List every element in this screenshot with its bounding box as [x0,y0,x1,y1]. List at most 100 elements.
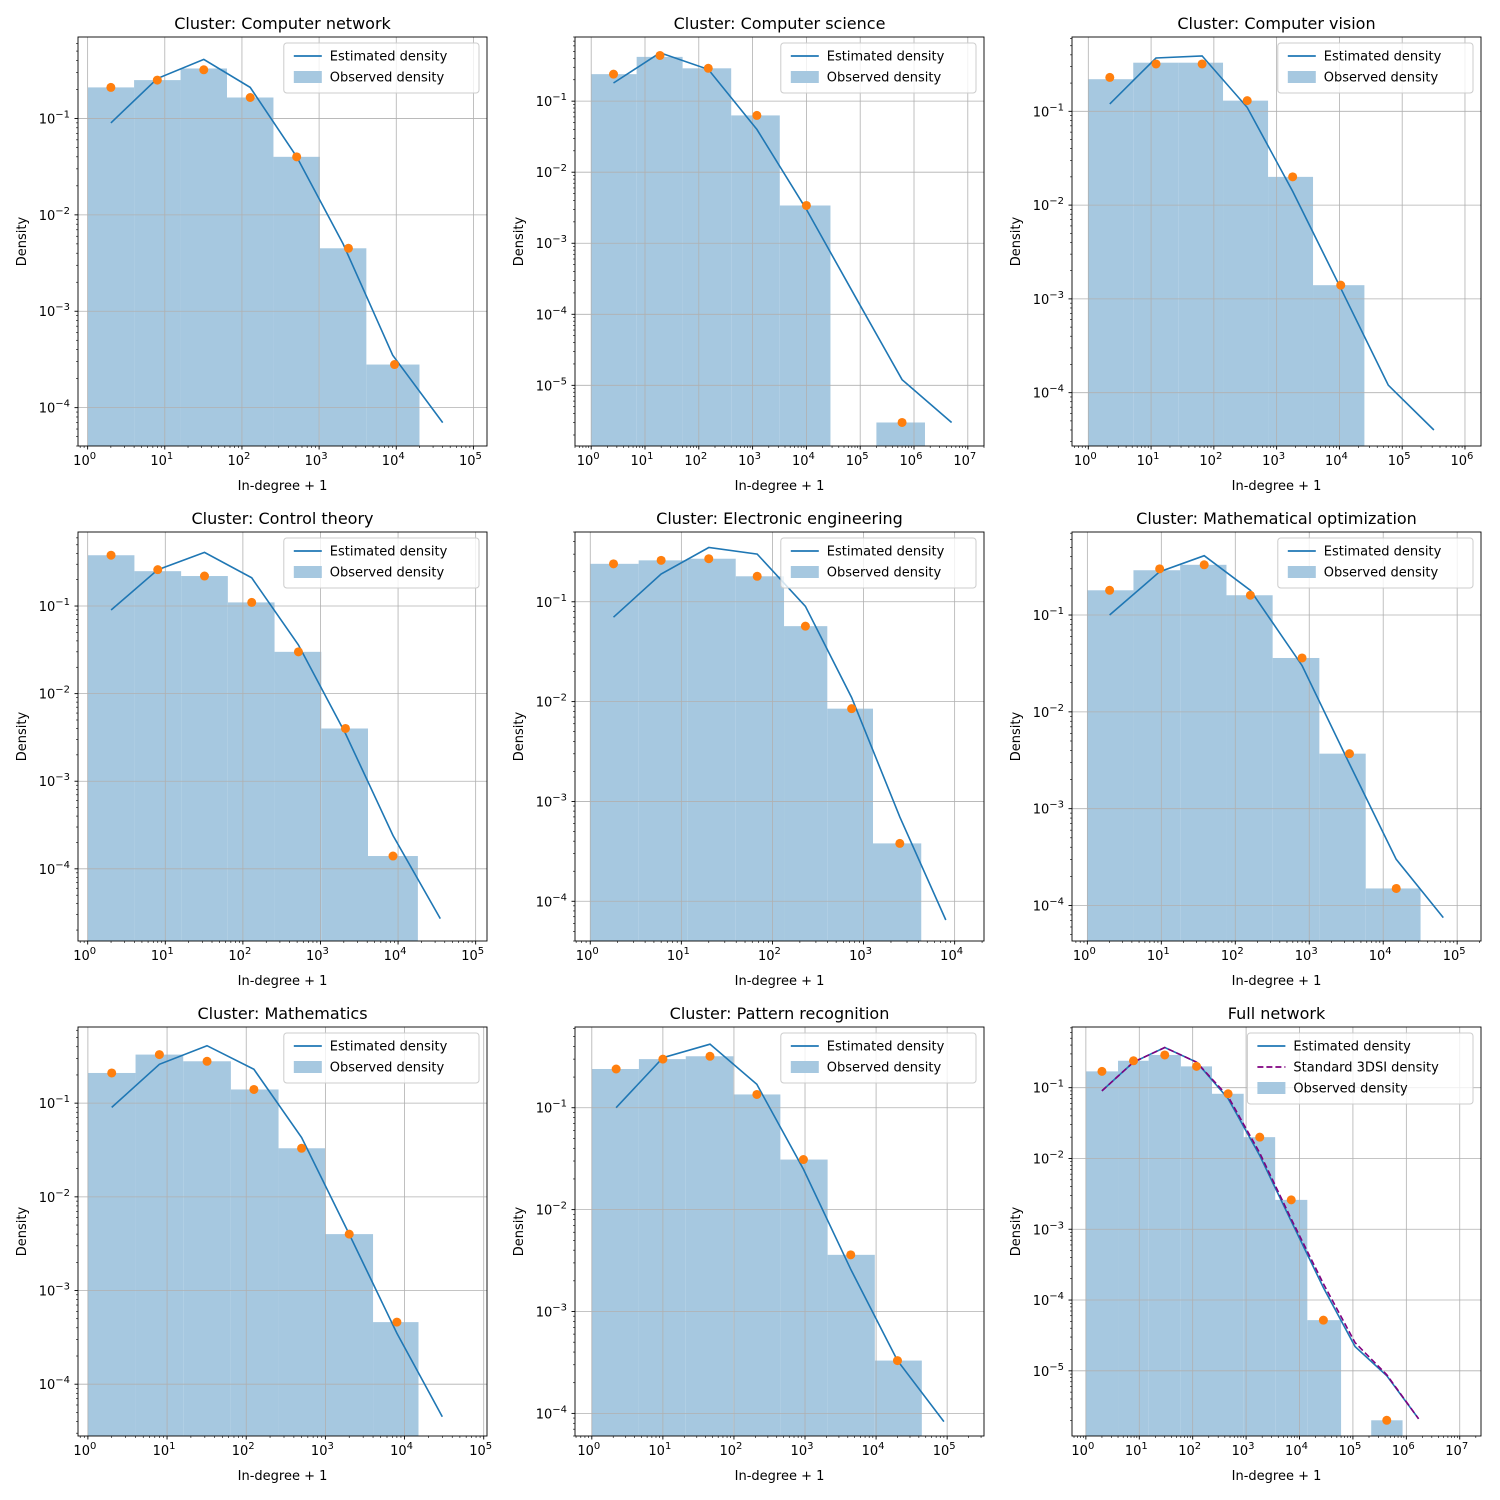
histogram-bar [321,728,368,941]
legend: Estimated density Observed density [1277,537,1474,589]
observed-point [658,1054,668,1064]
x-axis-label: In-degree + 1 [735,1469,825,1484]
observed-point [1223,1089,1233,1099]
legend: Estimated density Observed density [283,537,480,589]
histogram-bar [1085,1071,1119,1436]
x-axis-label: In-degree + 1 [735,479,825,494]
legend-label: Observed density [330,566,445,581]
histogram-bar [1088,79,1134,446]
legend-label: Estimated density [827,1040,945,1055]
histogram-bar [873,843,922,941]
y-axis-label: Density [15,711,30,761]
histogram-bar [134,571,182,941]
axes-frame [1071,531,1482,942]
observed-point [609,559,619,569]
observed-point [249,1084,259,1094]
observed-point [245,92,255,102]
legend: Estimated density Observed density [780,537,977,589]
histogram-bar [319,248,367,446]
histogram-bar [226,97,274,446]
x-axis-label: In-degree + 1 [238,974,328,989]
observed-point [800,621,810,631]
y-axis-label: Density [1009,711,1024,761]
histogram-bar [134,80,181,446]
observed-point [293,647,303,657]
y-axis-label: Density [512,1206,527,1256]
observed-point [390,360,400,370]
minor-ticks [1070,38,1463,448]
observed-point [703,63,713,73]
observed-point [1242,96,1252,106]
observed-points [106,65,400,370]
legend: Estimated density Observed density [283,42,480,94]
minor-ticks [1070,1027,1477,1438]
observed-point [1129,1056,1139,1066]
y-axis-label: Density [512,216,527,266]
density-lines [1101,1046,1420,1420]
legend: Estimated density Observed density [283,1032,480,1084]
axes-frame [574,36,985,447]
y-axis-label: Density [1009,216,1024,266]
histogram-bar [733,1094,781,1436]
observed-point [656,555,666,565]
histogram-bar [827,1254,875,1436]
observed-point [202,1056,212,1066]
axes-frame [1071,1026,1482,1437]
estimated-density-line [110,58,444,424]
estimated-density-line [615,1043,945,1423]
chart-title: Cluster: Computer science [674,14,886,33]
histogram-bar [325,1234,374,1436]
legend-label: Observed density [1293,1082,1408,1097]
observed-point [752,1089,762,1099]
chart-panel: 100 101 102 103 104 10510−410−310−210−1Cluste… [512,1004,985,1484]
chart-title: Full network [1228,1004,1326,1023]
histogram-bar [273,156,320,446]
grid-lines [1072,37,1481,446]
observed-point [343,243,353,253]
estimated-density-line [110,551,441,919]
observed-point [1344,749,1354,759]
histogram-bar [180,68,227,446]
x-axis-label: In-degree + 1 [735,974,825,989]
legend-label: Estimated density [330,1040,448,1055]
observed-point [705,1051,715,1061]
observed-point [895,838,905,848]
observed-points [1097,1050,1392,1425]
histogram-bar [278,1148,326,1436]
legend: Estimated density Standard 3DSI density Ob… [1246,1032,1474,1105]
observed-point [106,82,116,92]
legend-label: Standard 3DSI density [1293,1061,1439,1076]
legend-observed-swatch [790,71,819,83]
histogram-bar [779,205,831,446]
legend-box [780,537,977,589]
histogram-bar [274,651,322,941]
observed-point [392,1317,402,1327]
observed-point [609,69,619,79]
histogram-bar [685,1056,734,1436]
observed-points [609,554,905,848]
legend-label: Estimated density [1293,1040,1411,1055]
y-axis-label: Density [15,1206,30,1256]
grid-lines [78,532,487,941]
histogram-bar [1272,657,1320,941]
chart-panel: 100 101 102 103 104 105 10610−410−310−210−1Clu… [1009,14,1482,494]
x-axis-label: In-degree + 1 [238,479,328,494]
histogram-bars [1088,62,1365,446]
histogram-bar [1118,1060,1149,1436]
observed-point [704,554,714,564]
histogram-bar [731,115,780,446]
observed-point [655,50,665,60]
observed-point [1336,280,1346,290]
axes-frame [574,1026,985,1437]
legend-label: Estimated density [827,50,945,65]
chart-title: Cluster: Computer vision [1177,14,1375,33]
histogram-bar [1371,1420,1403,1436]
minor-ticks [573,531,983,943]
observed-point [892,1356,902,1366]
histogram-bar [183,1061,231,1436]
observed-points [106,550,398,861]
histogram-bar [1243,1137,1276,1436]
grid-lines [78,37,487,446]
chart-title: Cluster: Mathematical optimization [1136,509,1417,528]
histogram-bar [227,602,275,941]
